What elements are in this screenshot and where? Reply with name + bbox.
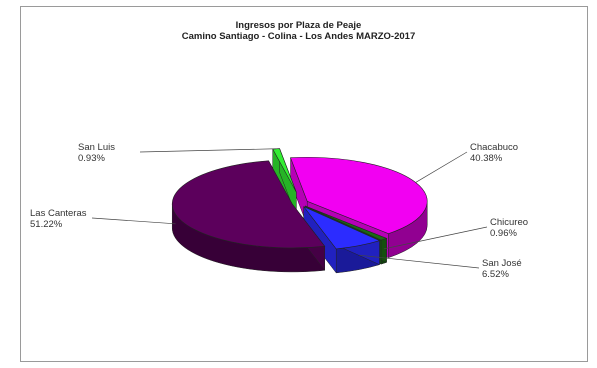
leader-line <box>358 254 480 269</box>
pie-slice-san-jos- <box>303 206 381 250</box>
leader-line <box>415 151 468 183</box>
slice-name-label: Chicureo <box>490 217 528 228</box>
slice-percent-label: 0.96% <box>490 228 517 239</box>
chart-subtitle: Camino Santiago - Colina - Los Andes MAR… <box>181 31 416 42</box>
pie-slice-chicureo <box>305 205 388 241</box>
slice-name-label: San José <box>482 258 522 269</box>
slice-percent-label: 0.93% <box>78 153 105 164</box>
slice-name-label: Chacabuco <box>470 142 518 153</box>
leader-line <box>383 226 488 250</box>
slice-name-label: Las Canteras <box>30 208 87 219</box>
slice-percent-label: 6.52% <box>482 269 509 280</box>
slice-percent-label: 40.38% <box>470 153 503 164</box>
slice-percent-label: 51.22% <box>30 219 63 230</box>
leader-line <box>91 217 176 225</box>
leader-line <box>139 148 277 153</box>
slice-name-label: San Luis <box>78 142 115 153</box>
pie-slice-las-canteras <box>171 160 326 249</box>
chart-title: Ingresos por Plaza de Peaje <box>235 20 362 31</box>
pie-tops <box>171 148 428 250</box>
